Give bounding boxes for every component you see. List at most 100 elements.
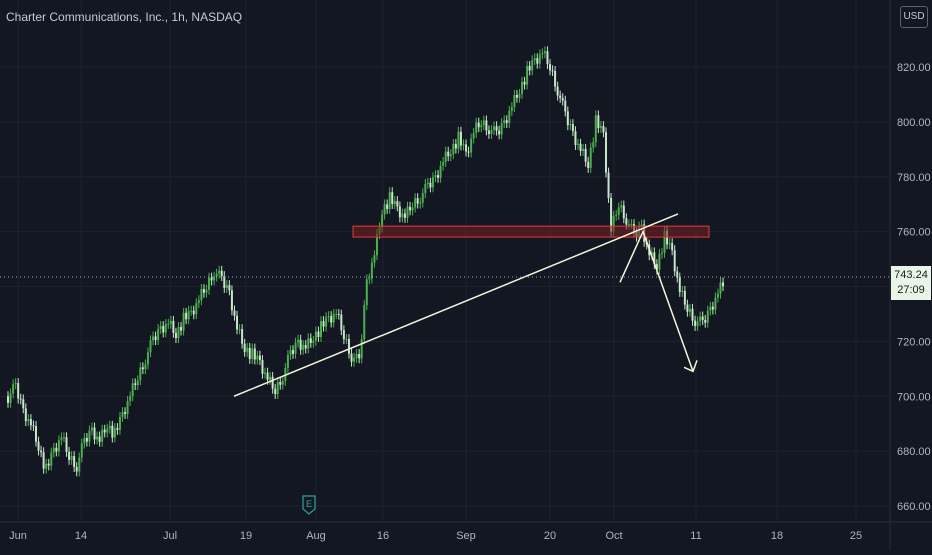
candle-body [174,332,177,339]
candle-body [192,310,195,315]
x-tick-label: 20 [544,530,556,542]
candle-body [70,456,73,460]
candle-body [302,345,305,350]
candle-body [307,338,310,349]
candle-body [531,60,534,71]
candle-body [411,207,414,211]
candle-body [83,437,86,444]
candle-body [197,300,200,304]
candle-body [195,303,198,315]
candle-body [691,308,694,321]
candle-body [286,354,289,368]
candle-body [556,86,559,96]
candle-body [157,328,160,341]
candle-body [678,277,681,292]
candle-body [271,376,274,389]
candle-body [459,131,462,146]
x-tick-label: Jul [163,530,177,542]
candle-body [50,452,53,466]
candle-body [505,120,508,123]
candle-body [118,416,121,430]
candle-body [622,205,625,219]
candle-body [602,126,605,133]
candle-body [465,144,468,152]
candle-body [523,81,526,85]
x-tick-label: 16 [377,530,389,542]
candle-body [381,214,384,228]
candle-body [353,357,356,362]
candle-body [144,364,147,370]
candle-body [246,347,249,352]
candle-body [498,130,501,135]
candle-body [210,277,213,281]
candle-body [681,290,684,292]
candle-body [90,427,93,431]
candle-body [291,350,294,354]
earnings-marker-icon[interactable]: E [302,495,316,515]
candle-body [17,383,20,399]
candle-body [261,360,264,374]
candle-body [274,388,277,395]
candle-body [9,393,12,403]
candle-body [592,142,595,148]
candle-body [162,326,165,333]
candle-body [528,65,531,71]
candle-body [447,151,450,157]
candle-body [538,54,541,64]
projection-path[interactable] [619,229,694,372]
candle-body [406,206,409,218]
candle-body [709,306,712,311]
candle-body [457,131,460,149]
candle-body [325,317,328,327]
candle-body [340,314,343,331]
candle-body [493,126,496,131]
candle-body [449,154,452,157]
candle-body [549,64,552,71]
candle-body [208,277,211,290]
candle-body [699,316,702,322]
bar-countdown: 27:09 [897,284,925,296]
candle-body [154,336,157,341]
candle-body [347,338,350,354]
candle-body [32,425,35,427]
candle-body [152,336,155,341]
x-tick-label: Sep [456,530,476,542]
candle-body [383,204,386,215]
candle-body [722,282,725,287]
candle-body [452,144,455,155]
candle-body [108,425,111,429]
projection-arrowhead [683,360,698,373]
currency-badge[interactable]: USD [900,6,928,28]
resistance-zone[interactable] [352,225,710,238]
candle-body [337,313,340,315]
candle-body [391,192,394,205]
candle-body [355,353,358,358]
candle-body [93,427,96,440]
candle-body [686,304,689,312]
candle-body [454,144,457,149]
candle-body [228,285,231,291]
candle-body [258,355,261,361]
y-tick-label: 780.00 [897,172,931,184]
candle-body [190,310,193,312]
candle-body [314,331,317,341]
candle-body [238,329,241,331]
candle-body [561,98,564,101]
candle-body [490,130,493,134]
candle-body [620,205,623,208]
candle-body [597,115,600,129]
x-tick-label: Oct [605,530,622,542]
trendline[interactable] [233,213,679,397]
candle-body [470,138,473,153]
candle-body [256,355,259,360]
candle-body [424,183,427,194]
candle-body [676,271,679,278]
candle-body [482,120,485,126]
candle-body [719,282,722,294]
candle-body [604,132,607,173]
candle-body [159,326,162,329]
candle-body [269,376,272,380]
candle-body [559,95,562,99]
